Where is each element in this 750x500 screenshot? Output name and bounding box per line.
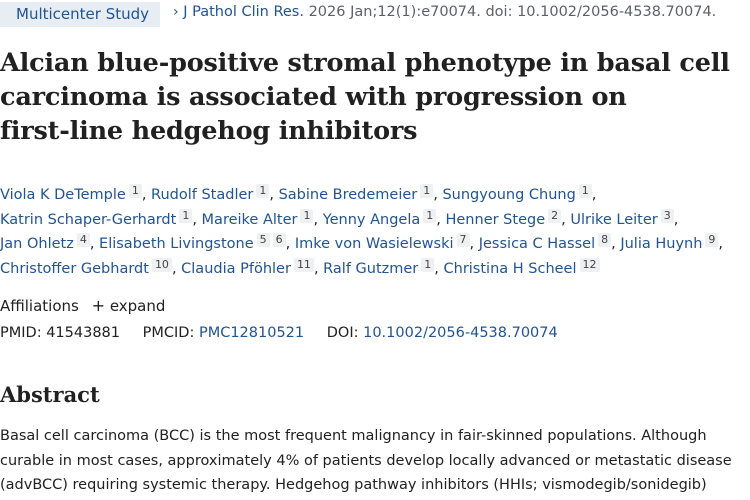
pmid-label: PMID:: [0, 325, 42, 341]
author-item: Sabine Bredemeier 1: [278, 184, 434, 203]
citation-bar: Multicenter Study › J Pathol Clin Res. 2…: [0, 0, 750, 30]
author-item: Yenny Angela 1: [322, 208, 437, 228]
author-name-link[interactable]: Jessica C Hassel: [478, 236, 596, 252]
author-item: Ulrike Leiter 3: [570, 208, 674, 228]
author-name-link[interactable]: Ulrike Leiter: [570, 211, 658, 228]
author-item: Elisabeth Livingstone 5 6: [99, 233, 286, 252]
author-name-link[interactable]: Julia Huynh: [620, 236, 703, 252]
doi-link[interactable]: 10.1002/2056-4538.70074: [363, 325, 558, 341]
journal-link[interactable]: J Pathol Clin Res.: [183, 4, 304, 20]
affiliation-number[interactable]: 11: [293, 257, 314, 272]
authors-list: Viola K DeTemple 1, Rudolf Stadler 1, Sabi…: [0, 183, 745, 281]
affiliation-number[interactable]: 7: [456, 233, 470, 247]
affiliation-number[interactable]: 1: [421, 257, 435, 272]
identifiers-row: PMID: 41543881 PMCID: PMC12810521 DOI: 1…: [0, 325, 558, 341]
author-separator: ,: [89, 236, 100, 252]
author-item: Ralf Gutzmer 1: [323, 257, 435, 277]
author-name-link[interactable]: Rudolf Stadler: [151, 187, 254, 203]
author-separator: ,: [434, 260, 444, 277]
author-separator: ,: [141, 187, 152, 203]
author-name-link[interactable]: Ralf Gutzmer: [323, 260, 419, 277]
affiliation-number[interactable]: 1: [423, 208, 437, 223]
author-item: Katrin Schaper-Gerhardt 1: [0, 208, 193, 228]
author-separator: ,: [591, 187, 597, 203]
affiliation-number[interactable]: 3: [660, 208, 674, 223]
author-separator: ,: [611, 236, 621, 252]
author-name-link[interactable]: Christina H Scheel: [443, 260, 577, 277]
affiliation-number[interactable]: 6: [272, 233, 286, 247]
author-name-link[interactable]: Katrin Schaper-Gerhardt: [0, 211, 177, 228]
plus-icon[interactable]: +: [91, 296, 106, 315]
chevron-right-icon: ›: [173, 4, 179, 20]
author-item: Jan Ohletz 4: [0, 233, 90, 252]
citation-details: 2026 Jan;12(1):e70074. doi: 10.1002/2056…: [303, 4, 717, 20]
affiliation-number[interactable]: 1: [300, 208, 314, 223]
author-name-link[interactable]: Claudia Pföhler: [181, 260, 291, 277]
author-name-link[interactable]: Henner Stege: [445, 211, 546, 228]
affiliation-number[interactable]: 1: [128, 184, 142, 198]
pmcid-label: PMCID:: [142, 325, 195, 341]
affiliation-number[interactable]: 1: [256, 184, 270, 198]
abstract-heading: Abstract: [0, 382, 100, 407]
author-separator: ,: [285, 236, 295, 252]
affiliation-number[interactable]: 12: [579, 257, 600, 272]
publication-type-badge: Multicenter Study: [0, 2, 160, 27]
author-name-link[interactable]: Sungyoung Chung: [442, 187, 576, 203]
author-item: Imke von Wasielewski 7: [294, 233, 470, 252]
affiliations-label: Affiliations: [0, 297, 79, 315]
pmcid-link[interactable]: PMC12810521: [198, 325, 305, 341]
author-separator: ,: [718, 236, 724, 252]
affiliation-number[interactable]: 1: [179, 208, 193, 223]
expand-affiliations-button[interactable]: expand: [109, 297, 166, 315]
pmid-value: 41543881: [46, 325, 121, 341]
author-name-link[interactable]: Christoffer Gebhardt: [0, 260, 149, 277]
author-separator: ,: [171, 260, 182, 277]
affiliation-number[interactable]: 9: [705, 233, 719, 247]
author-name-link[interactable]: Elisabeth Livingstone: [99, 236, 254, 252]
affiliation-number[interactable]: 8: [598, 233, 612, 247]
author-separator: ,: [313, 260, 324, 277]
citation-line: › J Pathol Clin Res. 2026 Jan;12(1):e700…: [173, 4, 716, 20]
author-name-link[interactable]: Viola K DeTemple: [0, 187, 126, 203]
author-name-link[interactable]: Yenny Angela: [322, 211, 421, 228]
author-separator: ,: [269, 187, 279, 203]
author-name-link[interactable]: Sabine Bredemeier: [278, 187, 418, 203]
author-separator: ,: [433, 187, 443, 203]
author-item: Jessica C Hassel 8: [478, 233, 612, 252]
author-item: Henner Stege 2: [445, 208, 562, 228]
affiliation-number[interactable]: 10: [151, 257, 172, 272]
article-title: Alcian blue‑positive stromal phenotype i…: [0, 48, 730, 146]
author-separator: ,: [561, 211, 571, 228]
author-name-link[interactable]: Imke von Wasielewski: [294, 236, 454, 252]
affiliation-number[interactable]: 1: [578, 184, 592, 198]
author-separator: ,: [673, 211, 679, 228]
affiliation-number[interactable]: 1: [420, 184, 434, 198]
author-item: Claudia Pföhler 11: [181, 257, 314, 277]
author-item: Rudolf Stadler 1: [151, 184, 270, 203]
doi-label: DOI:: [326, 325, 359, 341]
author-separator: ,: [313, 211, 323, 228]
affiliation-number[interactable]: 4: [76, 233, 90, 247]
author-item: Christina H Scheel 12: [443, 257, 600, 277]
author-item: Mareike Alter 1: [201, 208, 314, 228]
author-item: Christoffer Gebhardt 10: [0, 257, 172, 277]
affiliation-number[interactable]: 2: [548, 208, 562, 223]
author-separator: ,: [469, 236, 479, 252]
author-name-link[interactable]: Jan Ohletz: [0, 236, 74, 252]
affiliation-number[interactable]: 5: [256, 233, 270, 247]
author-item: Viola K DeTemple 1: [0, 184, 142, 203]
author-item: Sungyoung Chung 1: [442, 184, 592, 203]
author-separator: ,: [192, 211, 202, 228]
abstract-text: Basal cell carcinoma (BCC) is the most f…: [0, 428, 732, 493]
author-item: Julia Huynh 9: [620, 233, 719, 252]
author-name-link[interactable]: Mareike Alter: [201, 211, 298, 228]
affiliations-row: Affiliations + expand: [0, 296, 165, 315]
author-separator: ,: [436, 211, 446, 228]
